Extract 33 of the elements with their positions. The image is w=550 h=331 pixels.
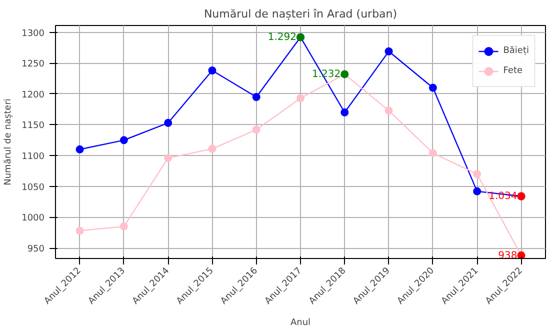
- y-tick-label: 1050: [22, 182, 45, 193]
- point: [428, 84, 437, 92]
- point: [252, 126, 260, 134]
- point: [120, 136, 128, 144]
- point: [120, 222, 128, 230]
- legend-label: Băieți: [503, 46, 529, 56]
- y-axis-title: Numărul de nașteri: [4, 98, 14, 186]
- point: [76, 226, 84, 235]
- y-tick-label: 1100: [22, 152, 45, 162]
- point: [164, 154, 172, 162]
- point: [473, 170, 482, 178]
- point: [76, 145, 84, 154]
- point: [164, 118, 172, 127]
- y-tick-label: 1000: [22, 214, 45, 224]
- point: [384, 106, 393, 115]
- point: [428, 149, 437, 158]
- y-tick-label: 1150: [22, 121, 45, 132]
- point: [252, 93, 260, 101]
- y-tick-label: 1300: [22, 28, 45, 39]
- annotation: 1.034: [488, 191, 518, 202]
- point: [473, 187, 482, 196]
- x-axis-title: Anul: [290, 318, 311, 328]
- legend-label: Fete: [503, 66, 524, 76]
- point: [296, 94, 304, 102]
- annotation: 1.292: [268, 32, 297, 44]
- point: [384, 47, 393, 56]
- point: [208, 144, 216, 153]
- chart-title: Numărul de nașteri în Arad (urban): [204, 8, 398, 20]
- point: [208, 66, 216, 74]
- point: [340, 108, 349, 116]
- y-tick-label: 1200: [22, 90, 45, 100]
- y-tick-label: 950: [27, 244, 45, 255]
- y-tick-label: 1250: [22, 60, 45, 70]
